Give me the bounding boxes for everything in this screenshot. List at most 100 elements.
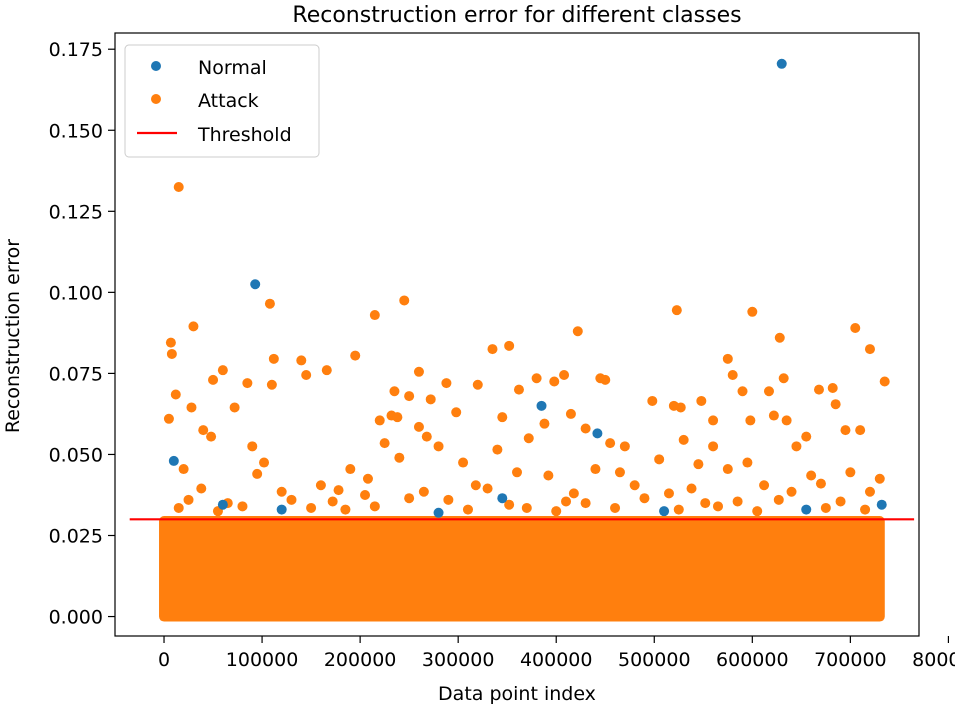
attack-point — [830, 399, 841, 410]
attack-point — [614, 467, 625, 478]
attack-point — [759, 480, 770, 491]
attack-point — [237, 501, 248, 512]
x-axis-label: Data point index — [438, 683, 596, 705]
normal-point — [276, 504, 287, 515]
attack-point — [173, 502, 184, 513]
normal-point — [536, 400, 547, 411]
normal-point — [217, 499, 228, 510]
attack-point — [773, 494, 784, 505]
attack-point — [178, 464, 189, 475]
y-tick-label: 0.050 — [49, 444, 103, 466]
attack-point — [654, 454, 665, 465]
normal-point — [659, 506, 670, 517]
x-tick-label: 100000 — [226, 649, 299, 671]
attack-point — [763, 386, 774, 397]
x-tick-label: 700000 — [814, 649, 887, 671]
legend: Normal Attack Threshold — [124, 44, 320, 158]
attack-point — [663, 488, 674, 499]
attack-dense-band-layer — [159, 516, 885, 622]
attack-point — [568, 488, 579, 499]
attack-point — [512, 467, 522, 478]
attack-point — [360, 489, 371, 500]
attack-point — [315, 480, 326, 491]
attack-point — [198, 425, 209, 436]
attack-point — [389, 386, 400, 397]
attack-point — [186, 402, 197, 413]
attack-point — [413, 421, 424, 432]
attack-point — [774, 332, 785, 343]
attack-point — [418, 486, 429, 497]
attack-point — [166, 348, 177, 359]
attack-point — [855, 425, 866, 436]
attack-point — [421, 431, 432, 442]
attack-point — [864, 486, 875, 497]
x-tick-label: 200000 — [324, 649, 397, 671]
legend-label-attack: Attack — [198, 90, 259, 112]
y-tick-label: 0.150 — [49, 120, 103, 142]
attack-point — [700, 498, 711, 509]
attack-point — [523, 433, 534, 444]
attack-point — [708, 415, 719, 426]
attack-point — [801, 431, 812, 442]
x-tick-label: 0 — [158, 649, 170, 671]
y-tick-label: 0.100 — [49, 282, 103, 304]
attack-point — [379, 438, 390, 449]
attack-point — [747, 306, 758, 317]
attack-point — [561, 496, 572, 507]
attack-point — [472, 379, 483, 390]
attack-point — [590, 464, 601, 475]
attack-point — [350, 350, 361, 361]
attack-point — [791, 441, 802, 452]
attack-point — [443, 494, 454, 505]
attack-point — [600, 374, 611, 385]
attack-point — [745, 415, 756, 426]
attack-point — [647, 395, 658, 406]
attack-point — [394, 452, 405, 463]
attack-point — [399, 295, 410, 306]
attack-point — [242, 378, 253, 389]
normal-point — [250, 279, 261, 290]
attack-point — [441, 378, 452, 389]
attack-point — [572, 326, 583, 337]
attack-point — [404, 391, 415, 402]
attack-dense-band — [159, 516, 885, 622]
attack-point — [742, 457, 753, 468]
attack-point — [580, 498, 591, 509]
attack-point — [183, 494, 194, 505]
plot-frame — [114, 32, 920, 637]
attack-point — [827, 382, 838, 393]
attack-point — [276, 486, 287, 497]
attack-point — [188, 321, 199, 332]
attack-point — [504, 340, 515, 351]
x-tick-label: 300000 — [422, 649, 495, 671]
attack-point — [752, 506, 763, 517]
attack-point — [340, 504, 351, 515]
attack-point — [247, 441, 258, 452]
attack-point — [286, 494, 297, 505]
attack-point — [521, 502, 532, 513]
attack-points-layer — [163, 181, 890, 517]
normal-point — [592, 428, 603, 439]
attack-point — [820, 502, 831, 513]
normal-point — [876, 499, 887, 510]
y-axis-label: Reconstruction error — [2, 239, 24, 433]
attack-point — [333, 485, 344, 496]
y-tick-label: 0.175 — [49, 39, 103, 61]
attack-point — [173, 181, 184, 192]
attack-point — [268, 353, 279, 364]
attack-point — [619, 441, 630, 452]
attack-point — [252, 468, 263, 479]
attack-point — [513, 384, 524, 395]
attack-point — [362, 473, 373, 484]
attack-point — [879, 376, 890, 387]
attack-point — [693, 459, 704, 470]
normal-point — [776, 58, 787, 69]
attack-point — [206, 431, 217, 442]
x-tick-label: 600000 — [716, 649, 789, 671]
attack-point — [786, 486, 797, 497]
x-tick-label: 400000 — [520, 649, 593, 671]
attack-point — [678, 434, 689, 445]
attack-point — [306, 502, 317, 513]
attack-point — [433, 441, 444, 452]
legend-label-threshold: Threshold — [197, 124, 292, 146]
